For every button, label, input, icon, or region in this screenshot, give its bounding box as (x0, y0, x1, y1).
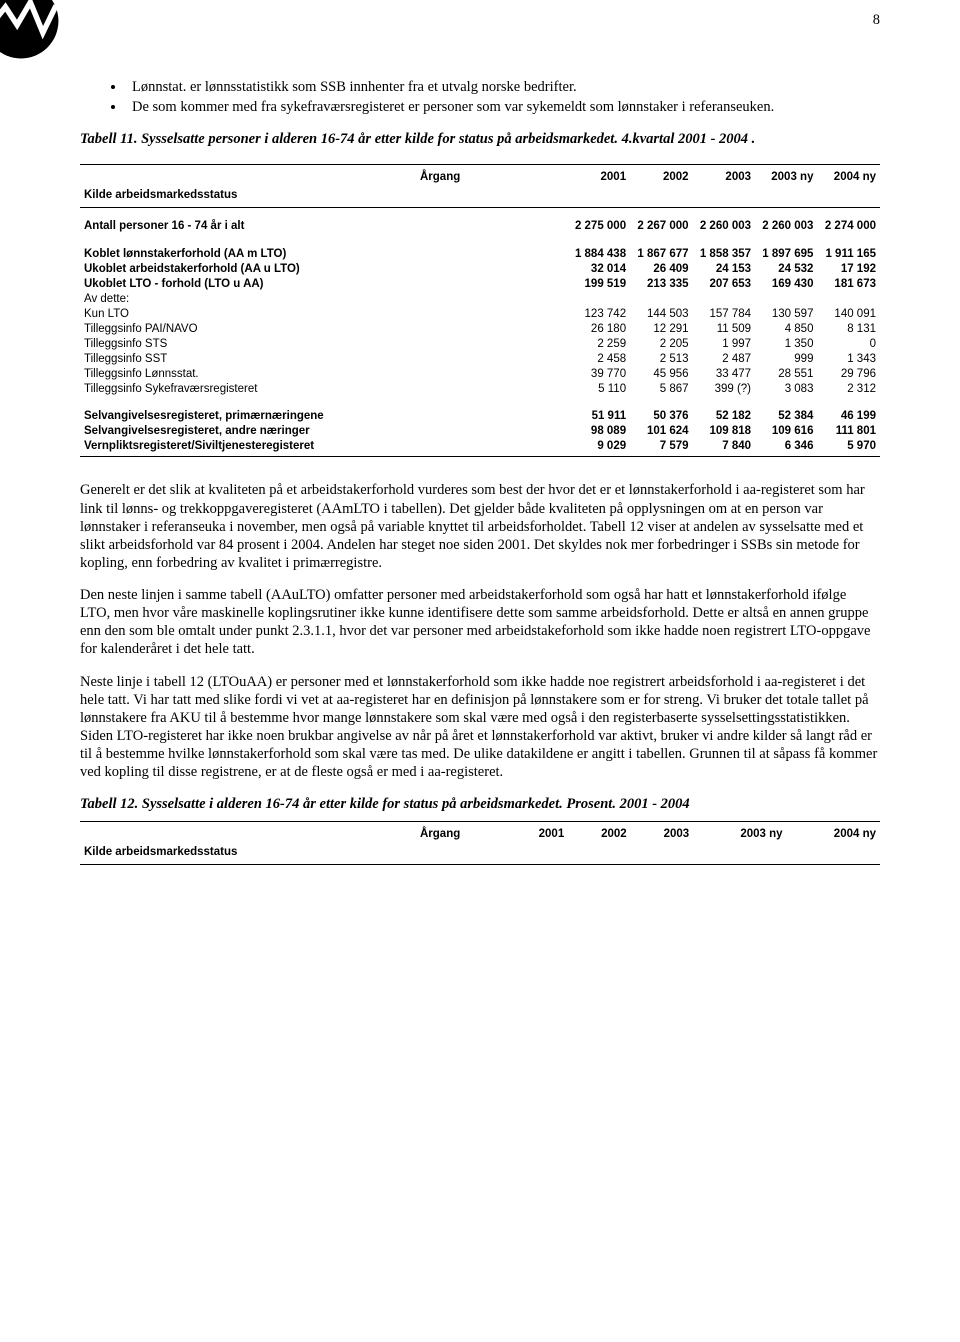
table-header-row: Årgang 2001 2002 2003 2003 ny 2004 ny (80, 165, 880, 190)
table-row: Vernpliktsregisteret/Siviltjenesteregist… (80, 439, 880, 457)
table-row: Tilleggsinfo Lønnsstat. 39 770 45 956 33… (80, 366, 880, 381)
paragraph: Generelt er det slik at kvaliteten på et… (80, 481, 880, 572)
table-row: Koblet lønnstakerforhold (AA m LTO) 1 88… (80, 234, 880, 262)
col-header: 2002 (630, 165, 692, 190)
table-row: Selvangivelsesregisteret, primærnæringen… (80, 396, 880, 424)
kilde-row: Kilde arbeidsmarkedsstatus (80, 846, 880, 865)
col-header: 2003 (631, 822, 693, 847)
list-item: De som kommer med fra sykefraværsregiste… (126, 98, 880, 116)
page-number: 8 (873, 12, 880, 29)
list-item: Lønnstat. er lønnsstatistikk som SSB inn… (126, 78, 880, 96)
table-row: Antall personer 16 - 74 år i alt 2 275 0… (80, 208, 880, 234)
table-row: Tilleggsinfo SST 2 458 2 513 2 487 999 1… (80, 351, 880, 366)
col-header: 2002 (568, 822, 630, 847)
table12-title: Tabell 12. Sysselsatte i alderen 16-74 å… (80, 795, 880, 813)
document-page: 8 Lønnstat. er lønnsstatistikk som SSB i… (0, 0, 960, 915)
table-row: Av dette: (80, 291, 880, 306)
col-header: 2003 ny (693, 822, 786, 847)
col-header: 2003 ny (755, 165, 817, 190)
table-header-row: Årgang 2001 2002 2003 2003 ny 2004 ny (80, 822, 880, 847)
col-header: 2001 (568, 165, 630, 190)
argang-label: Årgang (416, 822, 506, 847)
col-header: 2004 ny (817, 165, 880, 190)
argang-label: Årgang (416, 165, 568, 190)
table11: Årgang 2001 2002 2003 2003 ny 2004 ny Ki… (80, 164, 880, 457)
col-header: 2003 (693, 165, 755, 190)
table12: Årgang 2001 2002 2003 2003 ny 2004 ny Ki… (80, 821, 880, 865)
table-row: Tilleggsinfo STS 2 259 2 205 1 997 1 350… (80, 336, 880, 351)
kilde-label: Kilde arbeidsmarkedsstatus (80, 189, 880, 208)
table-row: Tilleggsinfo PAI/NAVO 26 180 12 291 11 5… (80, 321, 880, 336)
ssb-logo (0, 0, 60, 60)
table-row: Ukoblet LTO - forhold (LTO u AA) 199 519… (80, 276, 880, 291)
body-text: Generelt er det slik at kvaliteten på et… (80, 481, 880, 781)
table-row: Selvangivelsesregisteret, andre næringer… (80, 424, 880, 439)
bullet-list: Lønnstat. er lønnsstatistikk som SSB inn… (126, 78, 880, 116)
paragraph: Neste linje i tabell 12 (LTOuAA) er pers… (80, 673, 880, 782)
paragraph: Den neste linjen i samme tabell (AAuLTO)… (80, 586, 880, 659)
col-header: 2004 ny (787, 822, 880, 847)
table-row: Kun LTO 123 742 144 503 157 784 130 597 … (80, 306, 880, 321)
col-header: 2001 (506, 822, 568, 847)
kilde-label: Kilde arbeidsmarkedsstatus (80, 846, 880, 865)
table-row: Tilleggsinfo Sykefraværsregisteret 5 110… (80, 381, 880, 396)
table11-title: Tabell 11. Sysselsatte personer i aldere… (80, 130, 880, 148)
table-row: Ukoblet arbeidstakerforhold (AA u LTO) 3… (80, 261, 880, 276)
kilde-row: Kilde arbeidsmarkedsstatus (80, 189, 880, 208)
